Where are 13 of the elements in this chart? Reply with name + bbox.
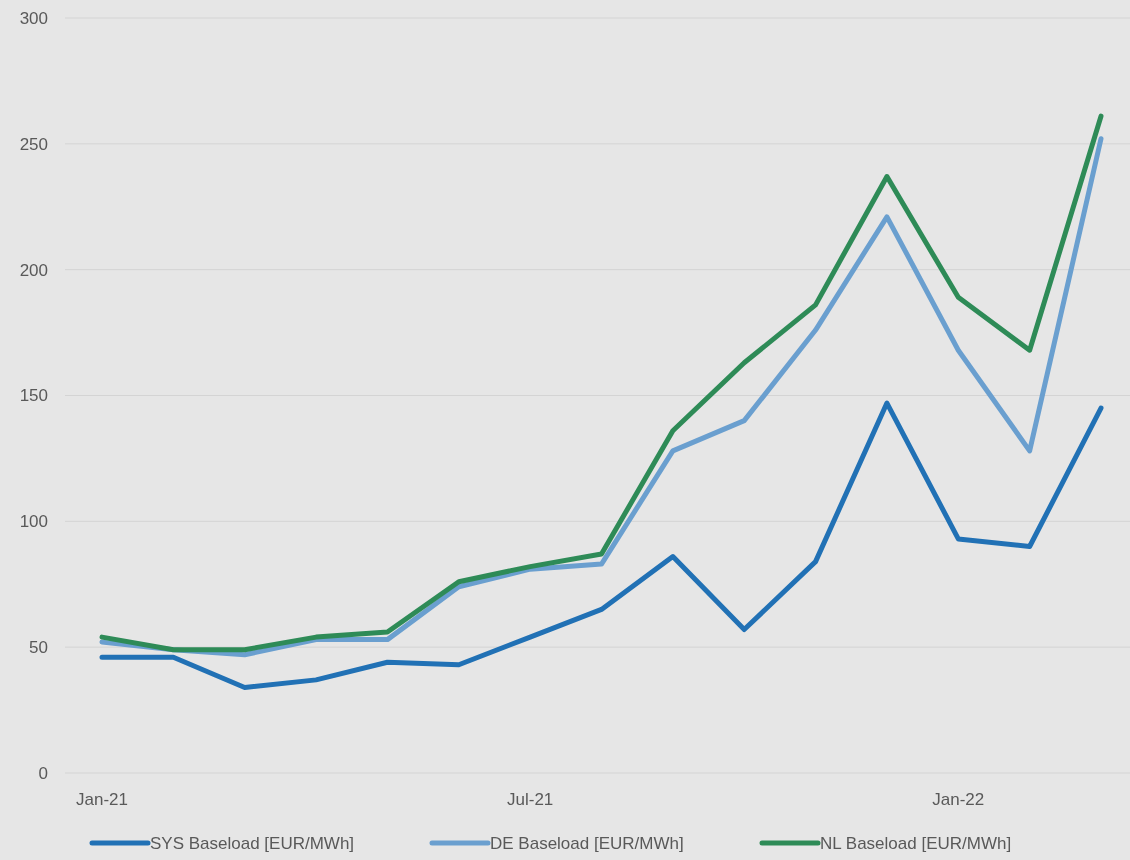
y-tick-label: 50	[29, 638, 48, 658]
legend-label: SYS Baseload [EUR/MWh]	[150, 834, 355, 853]
y-tick-label: 0	[38, 763, 48, 783]
y-tick-label: 250	[19, 134, 48, 154]
y-tick-label: 300	[19, 8, 48, 28]
y-tick-label: 150	[19, 386, 48, 406]
legend-label: DE Baseload [EUR/MWh]	[490, 834, 684, 853]
y-tick-label: 200	[19, 260, 48, 280]
x-tick-label: Jul-21	[506, 790, 554, 809]
x-tick-label: Jan-22	[932, 790, 985, 809]
legend-label: NL Baseload [EUR/MWh]	[820, 834, 1012, 853]
y-tick-label: 100	[19, 512, 48, 532]
x-tick-label: Jan-21	[76, 790, 128, 809]
